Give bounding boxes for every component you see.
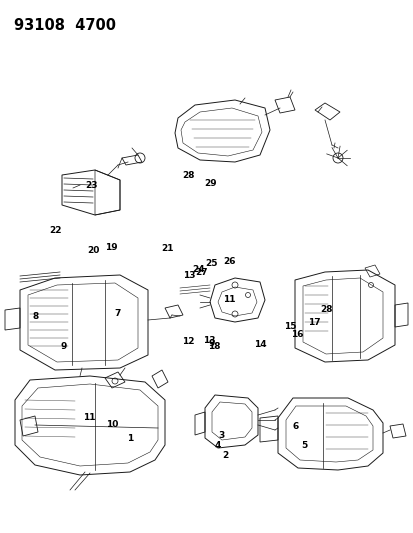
Text: 14: 14	[254, 341, 266, 349]
Text: 2: 2	[222, 451, 228, 460]
Text: 13: 13	[202, 336, 215, 344]
Text: 18: 18	[208, 342, 220, 351]
Text: 27: 27	[195, 269, 208, 277]
Text: 11: 11	[83, 414, 95, 422]
Text: 23: 23	[85, 181, 97, 190]
Text: 93108  4700: 93108 4700	[14, 18, 116, 33]
Text: 1: 1	[127, 434, 133, 442]
Text: 15: 15	[283, 322, 295, 331]
Text: 9: 9	[61, 343, 67, 351]
Text: 21: 21	[161, 244, 173, 253]
Text: 9: 9	[208, 340, 215, 348]
Text: 7: 7	[114, 309, 121, 318]
Text: 5: 5	[300, 441, 307, 450]
Text: 11: 11	[223, 295, 235, 304]
Text: 3: 3	[218, 432, 224, 440]
Text: 8: 8	[32, 312, 38, 320]
Text: 13: 13	[183, 271, 195, 279]
Text: 29: 29	[204, 179, 216, 188]
Text: 28: 28	[182, 172, 194, 180]
Text: 25: 25	[204, 260, 217, 268]
Text: 16: 16	[290, 330, 303, 338]
Text: 12: 12	[182, 337, 194, 345]
Text: 22: 22	[50, 226, 62, 235]
Text: 20: 20	[87, 246, 99, 255]
Text: 28: 28	[319, 305, 332, 313]
Text: 26: 26	[223, 257, 235, 265]
Text: 4: 4	[214, 441, 220, 450]
Text: 17: 17	[308, 318, 320, 327]
Text: 6: 6	[292, 422, 299, 431]
Text: 24: 24	[192, 265, 204, 273]
Text: 19: 19	[104, 244, 117, 252]
Text: 10: 10	[105, 420, 118, 429]
